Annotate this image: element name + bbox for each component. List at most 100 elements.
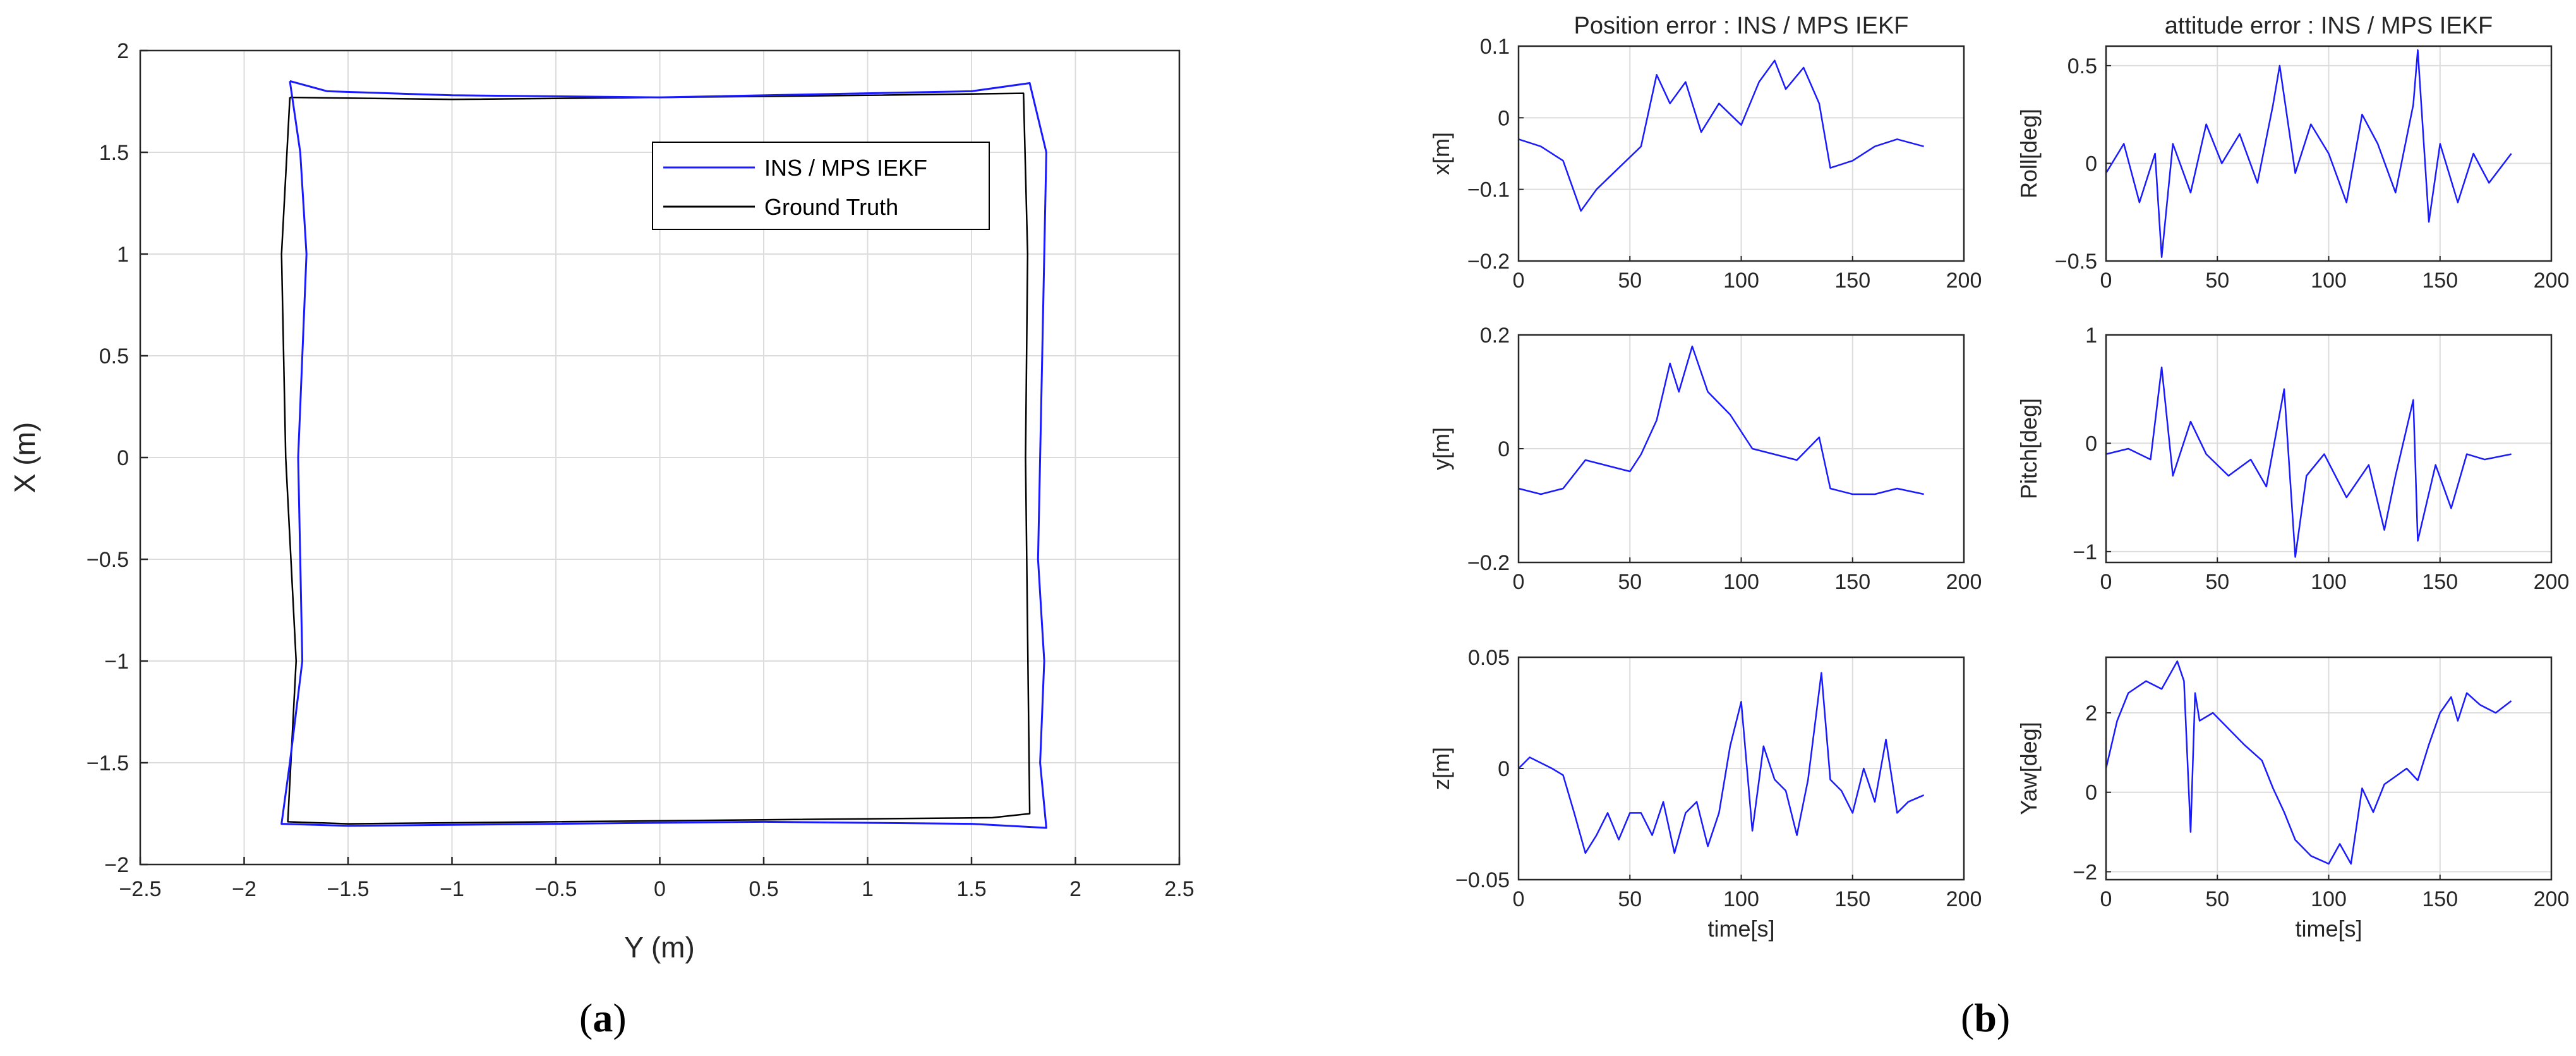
y-tick-label: 0 xyxy=(1498,437,1510,461)
legend-label-gt: Ground Truth xyxy=(764,194,898,220)
y-tick-label: 0 xyxy=(1498,757,1510,781)
y-axis-label: Yaw[deg] xyxy=(2016,722,2042,815)
y-axis-label: x[m] xyxy=(1428,132,1454,175)
x-tick-label: 150 xyxy=(1834,570,1870,594)
x-tick-label: 100 xyxy=(2311,269,2347,293)
trajectory-ticks: −2.5 −2 −1.5 −1 −0.5 0 0.5 1 1.5 2 2.5−2−1.5−1−0.5… xyxy=(87,39,1195,901)
y-axis-label: z[m] xyxy=(1428,747,1454,790)
y-tick-label: 0 xyxy=(117,446,129,470)
y-axis-label: Roll[deg] xyxy=(2016,109,2042,198)
x-tick-label: 100 xyxy=(1723,269,1759,293)
x-tick-label: −2.5 xyxy=(119,877,161,901)
x-tick-label: 50 xyxy=(2205,887,2229,911)
x-tick-label: 0 xyxy=(1513,887,1525,911)
subplot-title: Position error : INS / MPS IEKF xyxy=(1574,13,1908,39)
y-tick-label: 1 xyxy=(2085,324,2097,348)
y-tick-label: −0.1 xyxy=(1467,178,1510,202)
series-line-pos_z xyxy=(1518,672,1925,854)
y-tick-label: 0.5 xyxy=(99,344,129,368)
series-line-att_roll xyxy=(2105,49,2512,258)
x-tick-label: 0 xyxy=(654,877,666,901)
y-tick-label: 0 xyxy=(2085,432,2097,456)
y-tick-label: 2 xyxy=(117,39,129,63)
subplot-pos_y: 0 50 100 150 200−0.200.2y[m] xyxy=(1428,324,1982,594)
y-tick-label: −0.2 xyxy=(1467,250,1510,274)
x-tick-label: 0 xyxy=(2100,887,2112,911)
x-tick-label: 50 xyxy=(1618,570,1642,594)
x-tick-label: 2.5 xyxy=(1164,877,1194,901)
panel-label-a: (a) xyxy=(579,995,627,1040)
y-axis-label: y[m] xyxy=(1428,427,1454,470)
x-tick-label: 50 xyxy=(2205,269,2229,293)
x-tick-label: 200 xyxy=(2534,269,2570,293)
x-tick-label: 0 xyxy=(2100,570,2112,594)
y-tick-label: −2 xyxy=(2073,860,2097,884)
x-tick-label: 200 xyxy=(1946,570,1982,594)
y-tick-label: 0.1 xyxy=(1480,35,1510,59)
x-tick-label: −2 xyxy=(232,877,256,901)
y-tick-label: −1.5 xyxy=(87,751,129,775)
y-tick-label: 0.5 xyxy=(2067,54,2097,78)
x-tick-label: 150 xyxy=(2422,887,2458,911)
x-axis-label: time[s] xyxy=(2295,916,2362,942)
trajectory-plot: −2.5 −2 −1.5 −1 −0.5 0 0.5 1 1.5 2 2.5−2−1.5−1−0.5… xyxy=(8,39,1195,964)
y-tick-label: 2 xyxy=(2085,701,2097,725)
legend: INS / MPS IEKF Ground Truth xyxy=(652,142,990,230)
y-tick-label: −0.5 xyxy=(87,548,129,572)
x-tick-label: 0.5 xyxy=(749,877,778,901)
x-tick-label: 200 xyxy=(1946,887,1982,911)
x-tick-label: 150 xyxy=(2422,570,2458,594)
y-tick-label: −0.2 xyxy=(1467,551,1510,575)
y-tick-label: −1 xyxy=(104,650,129,674)
subplot-title: attitude error : INS / MPS IEKF xyxy=(2165,13,2493,39)
y-tick-label: 1 xyxy=(117,243,129,267)
x-tick-label: 200 xyxy=(1946,269,1982,293)
x-axis-label: Y (m) xyxy=(624,931,695,964)
x-tick-label: 0 xyxy=(1513,570,1525,594)
x-tick-label: 150 xyxy=(2422,269,2458,293)
y-tick-label: −2 xyxy=(104,853,129,877)
x-tick-label: 150 xyxy=(1834,887,1870,911)
x-tick-label: 1.5 xyxy=(956,877,986,901)
trajectory-series xyxy=(280,80,1047,829)
series-line-att_yaw xyxy=(2105,660,2512,865)
y-tick-label: −0.05 xyxy=(1455,868,1510,892)
y-tick-label: 0.2 xyxy=(1480,324,1510,348)
x-tick-label: −1.5 xyxy=(327,877,369,901)
x-tick-label: 200 xyxy=(2534,887,2570,911)
x-tick-label: 1 xyxy=(862,877,874,901)
y-tick-label: −1 xyxy=(2073,540,2097,564)
x-tick-label: 2 xyxy=(1069,877,1081,901)
legend-label-ins: INS / MPS IEKF xyxy=(764,155,927,181)
x-tick-label: −1 xyxy=(440,877,464,901)
x-tick-label: 0 xyxy=(2100,269,2112,293)
x-tick-label: 200 xyxy=(2534,570,2570,594)
subplot-pos_x: 0 50 100 150 200 −0.2 −0.1 0 0.1 x[m] Position err… xyxy=(1428,13,1982,293)
series-line-att_pitch xyxy=(2105,367,2512,558)
x-tick-label: 100 xyxy=(2311,570,2347,594)
panel-label-b: (b) xyxy=(1961,995,2010,1040)
legend-box xyxy=(652,142,990,230)
series-line-pos_x xyxy=(1518,59,1924,212)
series-line-pos_y xyxy=(1518,345,1924,495)
series-line-ins-mps-iekf xyxy=(280,80,1047,829)
panel-label-b-letter: b xyxy=(1974,995,1997,1040)
y-axis-label: X (m) xyxy=(8,422,41,493)
y-tick-label: 1.5 xyxy=(99,141,129,165)
x-tick-label: −0.5 xyxy=(534,877,577,901)
y-tick-label: 0 xyxy=(2085,781,2097,805)
x-tick-label: 50 xyxy=(1618,887,1642,911)
x-tick-label: 100 xyxy=(1723,887,1759,911)
y-tick-label: 0.05 xyxy=(1468,646,1510,670)
series-line-ground-truth xyxy=(280,92,1031,825)
x-tick-label: 0 xyxy=(1513,269,1525,293)
x-tick-label: 50 xyxy=(1618,269,1642,293)
x-tick-label: 150 xyxy=(1834,269,1870,293)
x-tick-label: 100 xyxy=(1723,570,1759,594)
x-axis-label: time[s] xyxy=(1707,916,1774,942)
